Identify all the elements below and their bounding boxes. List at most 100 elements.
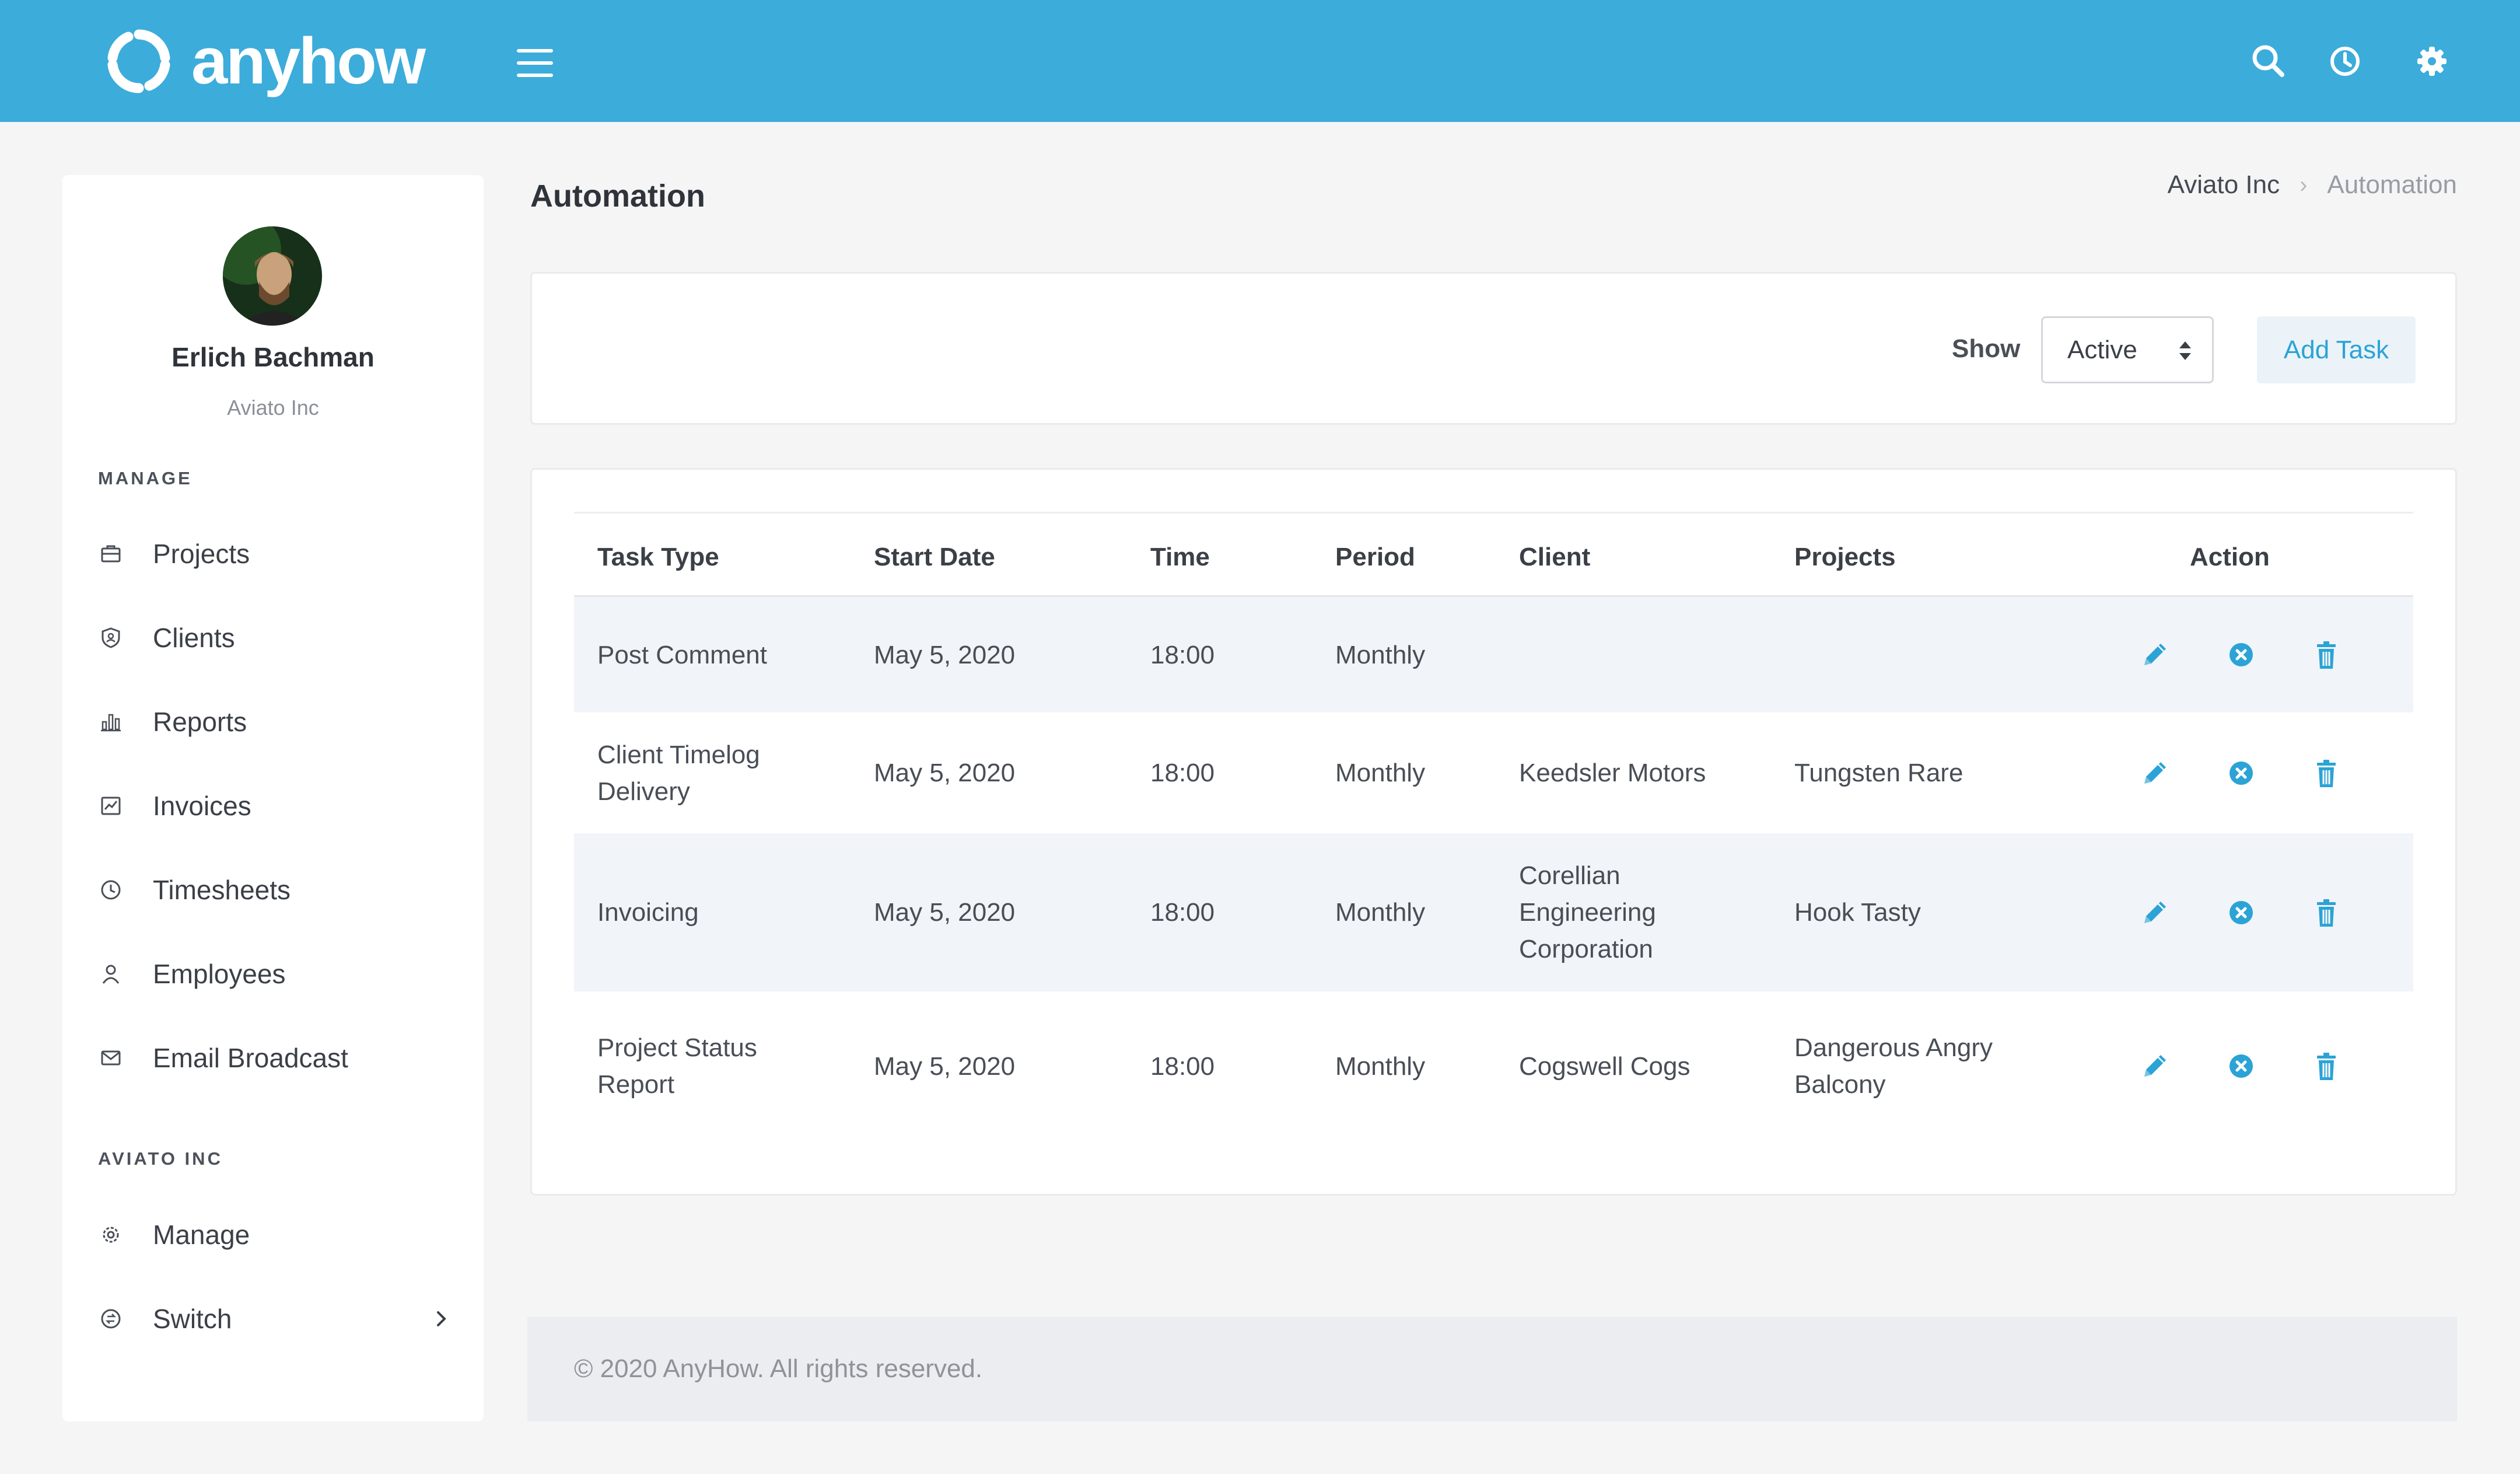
cell-client: Corellian Engineering Corporation — [1519, 857, 1656, 967]
cancel-circle-icon[interactable] — [2224, 1049, 2259, 1084]
status-select-value: Active — [2067, 335, 2137, 364]
edit-pencil-icon[interactable] — [2137, 756, 2172, 791]
trend-chart-icon — [98, 793, 124, 819]
cell-period: Monthly — [1335, 894, 1425, 931]
column-header-start-date[interactable]: Start Date — [874, 543, 995, 571]
cell-client-line: Cogswell Cogs — [1519, 1052, 1690, 1081]
cell-start-date-line: May 5, 2020 — [874, 1052, 1016, 1081]
add-task-button[interactable]: Add Task — [2257, 316, 2416, 383]
cell-period-line: Monthly — [1335, 641, 1426, 669]
search-icon[interactable] — [2248, 41, 2289, 82]
sidebar-item-manage[interactable]: Manage — [98, 1211, 460, 1258]
table-row: Invoicing May 5, 2020 18:00 Monthly Corellia… — [574, 833, 2413, 991]
cancel-circle-icon[interactable] — [2224, 756, 2259, 791]
column-header-time[interactable]: Time — [1150, 543, 1210, 571]
user-company: Aviato Inc — [227, 396, 319, 420]
cell-time-line: 18:00 — [1150, 759, 1215, 787]
sidebar-item-reports[interactable]: Reports — [98, 698, 460, 745]
cell-client: Cogswell Cogs — [1519, 1048, 1690, 1085]
page-title: Automation — [530, 179, 705, 214]
cell-start-date: May 5, 2020 — [874, 755, 1015, 791]
avatar[interactable] — [223, 226, 322, 326]
cell-task-type-line: Project Status — [597, 1033, 757, 1062]
column-header-projects[interactable]: Projects — [1794, 543, 1896, 571]
cell-projects: Tungsten Rare — [1794, 755, 1963, 791]
cell-projects: Dangerous Angry Balcony — [1794, 1029, 1993, 1103]
cell-time-line: 18:00 — [1150, 898, 1215, 927]
cell-start-date: May 5, 2020 — [874, 637, 1015, 673]
sidebar-item-clients[interactable]: Clients — [98, 614, 460, 661]
sidebar-item-switch[interactable]: Switch — [98, 1295, 460, 1342]
cancel-circle-icon[interactable] — [2224, 895, 2259, 930]
cell-time: 18:00 — [1150, 1048, 1214, 1085]
tasks-table: Task Type Start Date Time Period Client … — [574, 512, 2413, 1141]
show-label: Show — [1952, 334, 2021, 363]
filter-card: Show Active Add Task — [530, 272, 2457, 425]
cell-period-line: Monthly — [1335, 898, 1426, 927]
section-label-aviato: AVIATO INC — [98, 1148, 223, 1169]
cell-start-date: May 5, 2020 — [874, 1048, 1015, 1085]
sidebar-item-timesheets[interactable]: Timesheets — [98, 867, 460, 913]
cell-period-line: Monthly — [1335, 759, 1426, 787]
cell-period: Monthly — [1335, 637, 1425, 673]
bar-chart-icon — [98, 709, 124, 735]
cell-time-line: 18:00 — [1150, 1052, 1215, 1081]
edit-pencil-icon[interactable] — [2137, 895, 2172, 930]
column-header-task-type[interactable]: Task Type — [597, 543, 719, 571]
cell-client-line: Corporation — [1519, 935, 1653, 963]
clock-icon[interactable] — [2325, 41, 2365, 82]
table-row: Post Comment May 5, 2020 18:00 Monthly — [574, 597, 2413, 712]
copyright-text: © 2020 AnyHow. All rights reserved. — [574, 1354, 983, 1383]
cell-time: 18:00 — [1150, 755, 1214, 791]
menu-icon[interactable] — [517, 49, 553, 77]
sidebar-item-label: Email Broadcast — [153, 1043, 348, 1073]
edit-pencil-icon[interactable] — [2137, 1049, 2172, 1084]
sidebar-item-email-broadcast[interactable]: Email Broadcast — [98, 1035, 460, 1081]
cell-projects: Hook Tasty — [1794, 894, 1921, 931]
brand-logo[interactable]: anyhow — [103, 25, 426, 98]
sidebar-item-employees[interactable]: Employees — [98, 951, 460, 997]
sidebar-item-projects[interactable]: Projects — [98, 530, 460, 577]
cell-client-line: Keedsler Motors — [1519, 759, 1706, 787]
sidebar: Erlich Bachman Aviato Inc MANAGE Project… — [62, 175, 484, 1421]
section-label-manage: MANAGE — [98, 468, 192, 488]
cell-start-date-line: May 5, 2020 — [874, 759, 1016, 787]
cell-client-line: Corellian — [1519, 861, 1620, 890]
status-select[interactable]: Active — [2041, 316, 2214, 383]
trash-icon[interactable] — [2309, 756, 2344, 791]
cell-time-line: 18:00 — [1150, 641, 1215, 669]
edit-pencil-icon[interactable] — [2137, 637, 2172, 672]
cell-projects-line: Tungsten Rare — [1794, 759, 1964, 787]
sidebar-item-invoices[interactable]: Invoices — [98, 783, 460, 829]
switch-icon — [98, 1306, 124, 1332]
top-bar: anyhow — [0, 0, 2520, 122]
column-header-client[interactable]: Client — [1519, 543, 1591, 571]
column-header-period[interactable]: Period — [1335, 543, 1415, 571]
cell-projects-line: Dangerous Angry — [1794, 1033, 1993, 1062]
trash-icon[interactable] — [2309, 895, 2344, 930]
cell-projects-line: Hook Tasty — [1794, 898, 1921, 927]
cell-start-date: May 5, 2020 — [874, 894, 1015, 931]
cell-time: 18:00 — [1150, 637, 1214, 673]
column-header-action: Action — [2190, 543, 2270, 571]
gear-icon[interactable] — [2412, 41, 2452, 82]
cell-task-type: Invoicing — [597, 894, 699, 931]
cell-task-type-line: Invoicing — [597, 898, 699, 927]
sidebar-item-label: Switch — [153, 1304, 232, 1334]
cell-task-type: Post Comment — [597, 637, 767, 673]
breadcrumb-separator: › — [2300, 172, 2308, 198]
briefcase-icon — [98, 541, 124, 567]
cancel-circle-icon[interactable] — [2224, 637, 2259, 672]
breadcrumb: Aviato Inc › Automation — [2168, 168, 2457, 202]
trash-icon[interactable] — [2309, 637, 2344, 672]
cell-start-date-line: May 5, 2020 — [874, 898, 1016, 927]
gear-icon — [98, 1222, 124, 1248]
cell-task-type: Client Timelog Delivery — [597, 736, 760, 810]
trash-icon[interactable] — [2309, 1049, 2344, 1084]
breadcrumb-parent-link[interactable]: Aviato Inc — [2167, 170, 2280, 199]
cell-projects-line: Balcony — [1794, 1070, 1886, 1099]
sidebar-item-label: Employees — [153, 959, 286, 989]
cell-task-type-line: Client Timelog — [597, 741, 760, 769]
cell-period-line: Monthly — [1335, 1052, 1426, 1081]
sidebar-item-label: Invoices — [153, 791, 251, 821]
